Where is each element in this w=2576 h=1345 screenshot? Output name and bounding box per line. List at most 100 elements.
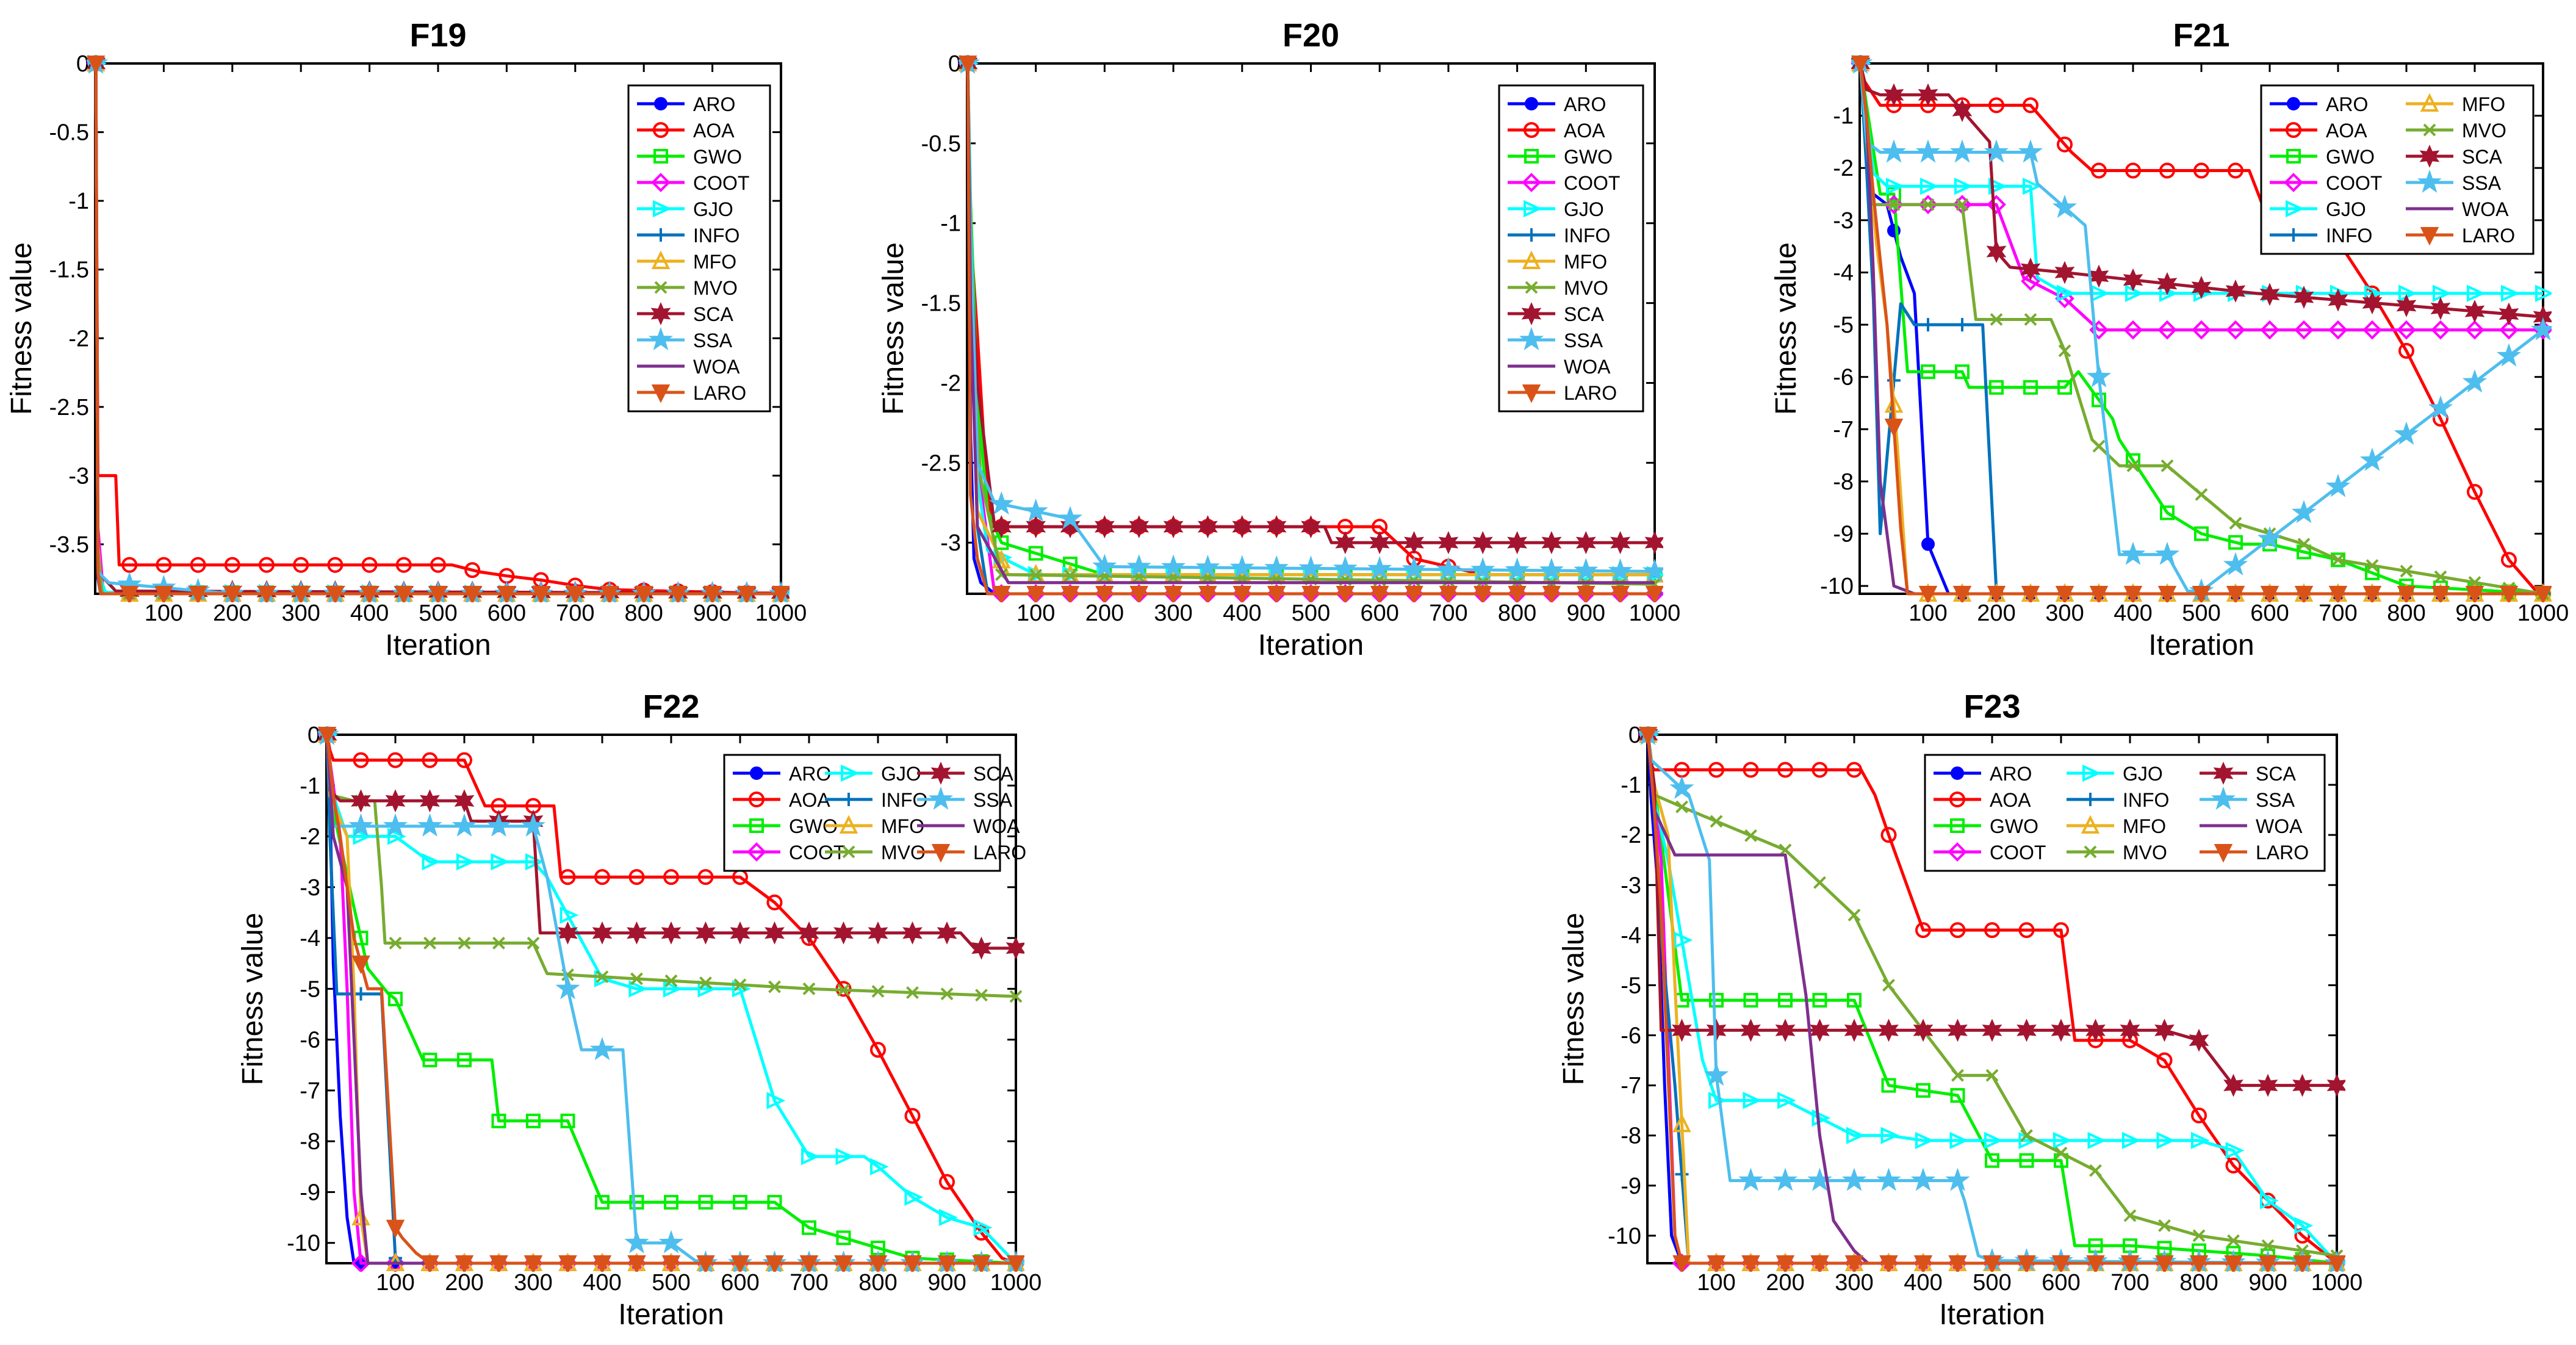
series-marker-gjo xyxy=(1880,1127,1900,1144)
series-marker-gjo xyxy=(628,980,648,998)
series-marker-sca xyxy=(1610,531,1631,555)
series-marker-laro xyxy=(1741,1255,1760,1272)
series-marker-mvo xyxy=(2020,1129,2033,1142)
legend-label-aro: ARO xyxy=(1564,93,1606,115)
legend-label-mvo: MVO xyxy=(693,277,738,299)
series-marker-mvo xyxy=(768,980,781,993)
x-tick-label: 500 xyxy=(652,1270,690,1296)
y-tick-label: -5 xyxy=(1621,973,1641,998)
series-marker-laro xyxy=(696,1255,715,1272)
series-marker-mvo xyxy=(2261,1239,2275,1252)
series-line-gjo xyxy=(325,734,1017,1264)
x-tick-label: 900 xyxy=(2455,600,2494,626)
x-tick-label: 900 xyxy=(927,1270,966,1296)
series-marker-ssa xyxy=(1505,557,1530,581)
legend-marker-ssa xyxy=(1519,326,1544,351)
legend-label-ssa: SSA xyxy=(2462,172,2502,194)
series-marker-gwo xyxy=(1955,364,1970,380)
series-marker-laro xyxy=(1439,586,1458,602)
series-marker-laro xyxy=(1918,586,1938,602)
series-marker-sca xyxy=(937,921,957,945)
series-marker-ssa xyxy=(452,813,477,837)
series-marker-laro xyxy=(1336,586,1355,602)
series-marker-laro xyxy=(1987,586,2006,602)
x-tick-label: 1000 xyxy=(2311,1270,2363,1296)
series-marker-ssa xyxy=(417,813,442,837)
series-marker-sca xyxy=(902,921,923,945)
series-marker-ssa xyxy=(1160,554,1186,578)
series-marker-sca xyxy=(2154,1019,2175,1042)
legend-box xyxy=(2260,84,2535,255)
series-line-sca xyxy=(1858,63,2544,319)
series-marker-gwo xyxy=(1847,993,1862,1008)
series-marker-laro xyxy=(2258,1255,2278,1272)
legend-label-gwo: GWO xyxy=(1990,815,2038,837)
x-tick-label: 900 xyxy=(1567,600,1605,626)
x-tick-label: 500 xyxy=(419,600,457,626)
legend-label-woa: WOA xyxy=(973,815,1020,837)
series-marker-sca xyxy=(991,515,1012,539)
x-tick-label: 900 xyxy=(693,600,732,626)
series-marker-sca xyxy=(385,789,406,813)
series-marker-mvo xyxy=(699,976,712,989)
series-marker-aoa xyxy=(2191,1107,2207,1123)
legend-marker-laro xyxy=(1522,384,1541,403)
x-tick-label: 700 xyxy=(556,600,594,626)
series-marker-laro xyxy=(1707,1255,1726,1272)
series-marker-aoa xyxy=(1915,922,1931,939)
legend-marker-mfo xyxy=(651,250,671,269)
legend-marker-coot xyxy=(651,173,671,192)
series-marker-aoa xyxy=(594,869,610,885)
series-marker-laro xyxy=(223,586,242,602)
series-marker-laro xyxy=(1884,419,1904,438)
series-marker-laro xyxy=(1405,586,1423,602)
chart-title: F21 xyxy=(2173,17,2229,54)
series-line-gjo xyxy=(1646,734,2338,1264)
series-marker-gjo xyxy=(2467,284,2486,302)
x-tick-label: 600 xyxy=(721,1270,759,1296)
series-marker-gjo xyxy=(2023,178,2042,195)
series-marker-sca xyxy=(1913,1019,1934,1042)
chart-f22: F22 100 200 300 400 500 600 700 800 900 1000 0 -1 -2 -… xyxy=(237,688,1042,1331)
series-marker-ssa xyxy=(2530,317,2552,341)
y-tick-label: -10 xyxy=(1608,1224,1641,1249)
series-marker-info xyxy=(1921,318,1935,332)
y-tick-label: -10 xyxy=(1820,574,1854,599)
legend-marker-ssa xyxy=(2211,786,2236,810)
series-marker-sca xyxy=(2157,272,2178,295)
legend-label-info: INFO xyxy=(1564,225,1610,247)
series-marker-ssa xyxy=(486,813,511,837)
series-marker-aoa xyxy=(2018,922,2035,939)
series-marker-sca xyxy=(454,789,475,813)
series-marker-sca xyxy=(2292,1073,2312,1097)
legend-marker-gwo xyxy=(653,149,668,164)
series-marker-aoa xyxy=(2467,484,2483,500)
legend-marker-aro xyxy=(1525,97,1538,110)
y-tick-label: -7 xyxy=(1833,417,1854,442)
legend-label-gwo: GWO xyxy=(2326,146,2375,168)
y-tick-label: -1 xyxy=(940,211,961,237)
series-marker-sca xyxy=(2189,1028,2209,1052)
series-marker-sca xyxy=(1541,531,1562,555)
series-marker-mvo xyxy=(837,984,850,997)
series-marker-gwo xyxy=(1778,993,1793,1008)
series-marker-laro xyxy=(326,586,345,602)
series-marker-laro xyxy=(2017,1255,2036,1272)
series-marker-gjo xyxy=(1743,1092,1762,1109)
series-marker-laro xyxy=(1577,586,1596,602)
legend-marker-ssa xyxy=(2417,169,2442,193)
series-marker-laro xyxy=(2499,586,2519,602)
y-tick-label: -1.5 xyxy=(49,258,89,283)
series-marker-gjo xyxy=(422,853,441,871)
legend: ARO AOA GWO COOT GJO INFO MFO MVO SCA SSA WOA LARO xyxy=(2260,84,2535,255)
series-marker-mvo xyxy=(2092,439,2106,453)
chart-f21: F21 100 200 300 400 500 600 700 800 900 1000 -1 -2 -3… xyxy=(1770,17,2569,662)
y-tick-label: -0.5 xyxy=(921,131,961,157)
series-marker-laro xyxy=(318,727,337,746)
series-marker-sca xyxy=(2123,268,2143,292)
series-marker-sca xyxy=(1232,515,1253,539)
x-tick-label: 700 xyxy=(2110,1270,2149,1296)
series-marker-aoa xyxy=(2159,162,2175,179)
legend-marker-aro xyxy=(750,766,763,780)
legend-label-ssa: SSA xyxy=(693,330,733,352)
